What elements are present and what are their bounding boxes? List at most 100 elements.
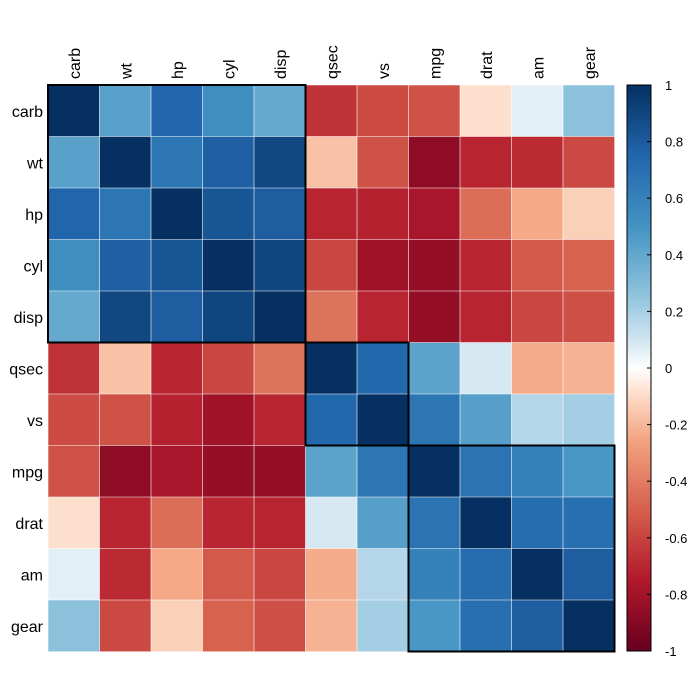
heatmap-cell-drat-mpg bbox=[408, 497, 461, 549]
column-label-qsec: qsec bbox=[324, 45, 341, 79]
heatmap-cell-drat-vs bbox=[357, 497, 409, 549]
heatmap-cell-carb-drat bbox=[460, 85, 512, 137]
heatmap-cell-drat-gear bbox=[563, 497, 615, 549]
heatmap-cell-carb-mpg bbox=[408, 85, 461, 137]
heatmap-cell-vs-disp bbox=[254, 394, 306, 446]
heatmap-cell-mpg-disp bbox=[254, 445, 306, 498]
column-label-gear: gear bbox=[582, 46, 599, 79]
heatmap-cell-gear-qsec bbox=[305, 600, 358, 652]
column-label-carb: carb bbox=[67, 48, 84, 79]
row-label-disp: disp bbox=[14, 310, 43, 327]
heatmap-cell-wt-carb bbox=[48, 136, 100, 189]
heatmap-cell-gear-carb bbox=[48, 600, 100, 652]
heatmap-cell-wt-drat bbox=[460, 136, 512, 189]
heatmap-cell-vs-mpg bbox=[408, 394, 461, 446]
heatmap-cell-vs-gear bbox=[563, 394, 615, 446]
heatmap-cell-mpg-gear bbox=[563, 445, 615, 498]
row-label-carb: carb bbox=[12, 104, 43, 121]
colorbar-tick-label: 0.4 bbox=[665, 248, 683, 263]
heatmap-cell-wt-am bbox=[511, 136, 564, 189]
heatmap-cell-hp-disp bbox=[254, 188, 306, 240]
heatmap-cell-vs-hp bbox=[151, 394, 203, 446]
heatmap-cell-drat-am bbox=[511, 497, 564, 549]
heatmap-cell-gear-hp bbox=[151, 600, 203, 652]
heatmap-cell-am-gear bbox=[563, 548, 615, 601]
heatmap-cell-vs-am bbox=[511, 394, 564, 446]
heatmap-cell-wt-hp bbox=[151, 136, 203, 189]
heatmap-cell-cyl-qsec bbox=[305, 239, 358, 292]
cluster-box-mpg-gear bbox=[407, 444, 616, 653]
column-label-vs: vs bbox=[376, 63, 393, 79]
heatmap-cell-mpg-carb bbox=[48, 445, 100, 498]
heatmap-cell-drat-cyl bbox=[202, 497, 255, 549]
heatmap-cell-cyl-cyl bbox=[202, 239, 255, 292]
heatmap-cell-mpg-drat bbox=[460, 445, 512, 498]
colorbar-tick-label: -1 bbox=[665, 644, 677, 659]
colorbar-tick-label: -0.6 bbox=[665, 531, 687, 546]
heatmap-cell-mpg-qsec bbox=[305, 445, 358, 498]
heatmap-cell-cyl-disp bbox=[254, 239, 306, 292]
heatmap-cell-am-wt bbox=[99, 548, 152, 601]
heatmap-cell-gear-disp bbox=[254, 600, 306, 652]
heatmap-cell-am-disp bbox=[254, 548, 306, 601]
heatmap-cell-qsec-disp bbox=[254, 342, 306, 395]
heatmap-cell-cyl-mpg bbox=[408, 239, 461, 292]
column-labels: carb wt hp cyl disp qsec vs mpg drat am gear bbox=[67, 45, 599, 80]
heatmap-cell-qsec-am bbox=[511, 342, 564, 395]
heatmap-cell-disp-vs bbox=[357, 291, 409, 343]
heatmap-cell-cyl-gear bbox=[563, 239, 615, 292]
heatmap-cell-qsec-cyl bbox=[202, 342, 255, 395]
row-label-am: am bbox=[21, 567, 43, 584]
row-label-gear: gear bbox=[11, 619, 44, 636]
row-label-mpg: mpg bbox=[12, 464, 43, 481]
heatmap-cell-disp-carb bbox=[48, 291, 100, 343]
heatmap-cell-vs-wt bbox=[99, 394, 152, 446]
cluster-box-carb-disp bbox=[47, 84, 307, 344]
heatmap-cell-am-hp bbox=[151, 548, 203, 601]
heatmap-cell-qsec-carb bbox=[48, 342, 100, 395]
heatmap-cell-drat-disp bbox=[254, 497, 306, 549]
heatmap-cell-carb-wt bbox=[99, 85, 152, 137]
heatmap-cell-drat-wt bbox=[99, 497, 152, 549]
heatmap-cell-carb-hp bbox=[151, 85, 203, 137]
heatmap-cell-cyl-hp bbox=[151, 239, 203, 292]
heatmap-cell-qsec-mpg bbox=[408, 342, 461, 395]
heatmap-cell-am-mpg bbox=[408, 548, 461, 601]
heatmap-cell-disp-qsec bbox=[305, 291, 358, 343]
heatmap-cell-disp-wt bbox=[99, 291, 152, 343]
heatmap-cell-mpg-vs bbox=[357, 445, 409, 498]
heatmap-cell-mpg-mpg bbox=[408, 445, 461, 498]
row-label-hp: hp bbox=[25, 207, 43, 224]
heatmap-cell-gear-mpg bbox=[408, 600, 461, 652]
heatmap-cell-am-vs bbox=[357, 548, 409, 601]
heatmap-cell-cyl-carb bbox=[48, 239, 100, 292]
colorbar-tick-label: -0.8 bbox=[665, 587, 687, 602]
heatmap-cell-qsec-qsec bbox=[305, 342, 358, 395]
heatmap-cell-qsec-gear bbox=[563, 342, 615, 395]
colorbar-legend: 1 0.8 0.6 0.4 0.2 0 -0.2 -0.4 -0.6 -0.8 -1 bbox=[626, 78, 687, 659]
heatmap-cell-hp-carb bbox=[48, 188, 100, 240]
heatmap-cell-hp-am bbox=[511, 188, 564, 240]
heatmap-cell-cyl-vs bbox=[357, 239, 409, 292]
colorbar-tick-label: 0.6 bbox=[665, 191, 683, 206]
column-label-cyl: cyl bbox=[221, 59, 238, 79]
heatmap-cell-qsec-vs bbox=[357, 342, 409, 395]
heatmap-cell-carb-qsec bbox=[305, 85, 358, 137]
colorbar-ticks: 1 0.8 0.6 0.4 0.2 0 -0.2 -0.4 -0.6 -0.8 -1 bbox=[647, 78, 687, 659]
heatmap-cell-hp-mpg bbox=[408, 188, 461, 240]
colorbar-tick-label: 0.2 bbox=[665, 304, 683, 319]
column-label-disp: disp bbox=[273, 50, 290, 79]
column-label-mpg: mpg bbox=[427, 48, 444, 79]
heatmap-cell-disp-am bbox=[511, 291, 564, 343]
heatmap-cell-disp-mpg bbox=[408, 291, 461, 343]
heatmap-cell-wt-cyl bbox=[202, 136, 255, 189]
heatmap-cell-hp-vs bbox=[357, 188, 409, 240]
heatmap-cell-hp-wt bbox=[99, 188, 152, 240]
heatmap-cell-carb-carb bbox=[48, 85, 100, 137]
heatmap-cell-hp-hp bbox=[151, 188, 203, 240]
heatmap-cell-disp-disp bbox=[254, 291, 306, 343]
row-label-wt: wt bbox=[26, 155, 44, 172]
heatmap-cell-carb-am bbox=[511, 85, 564, 137]
heatmap-cell-qsec-hp bbox=[151, 342, 203, 395]
heatmap-cell-gear-vs bbox=[357, 600, 409, 652]
